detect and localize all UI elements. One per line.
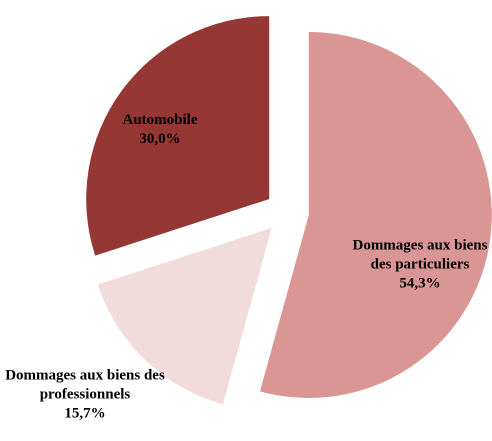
slice-label: Dommages aux biens des professionnels 15,… bbox=[5, 367, 165, 424]
slice-label: Dommages aux biens des particuliers 54,3% bbox=[345, 237, 492, 294]
value-label: 15,7% bbox=[64, 405, 106, 422]
pie-slice bbox=[259, 31, 492, 398]
value-label: 54,3% bbox=[399, 275, 441, 292]
slice-label: Automobile 30,0% bbox=[105, 111, 215, 149]
pie-slice bbox=[97, 227, 272, 405]
category-label: Automobile bbox=[122, 112, 198, 128]
category-label: Dommages aux biens des particuliers bbox=[352, 237, 488, 273]
category-label: Dommages aux biens des professionnels bbox=[5, 367, 165, 403]
value-label: 30,0% bbox=[139, 131, 181, 147]
pie-slice bbox=[86, 16, 270, 256]
